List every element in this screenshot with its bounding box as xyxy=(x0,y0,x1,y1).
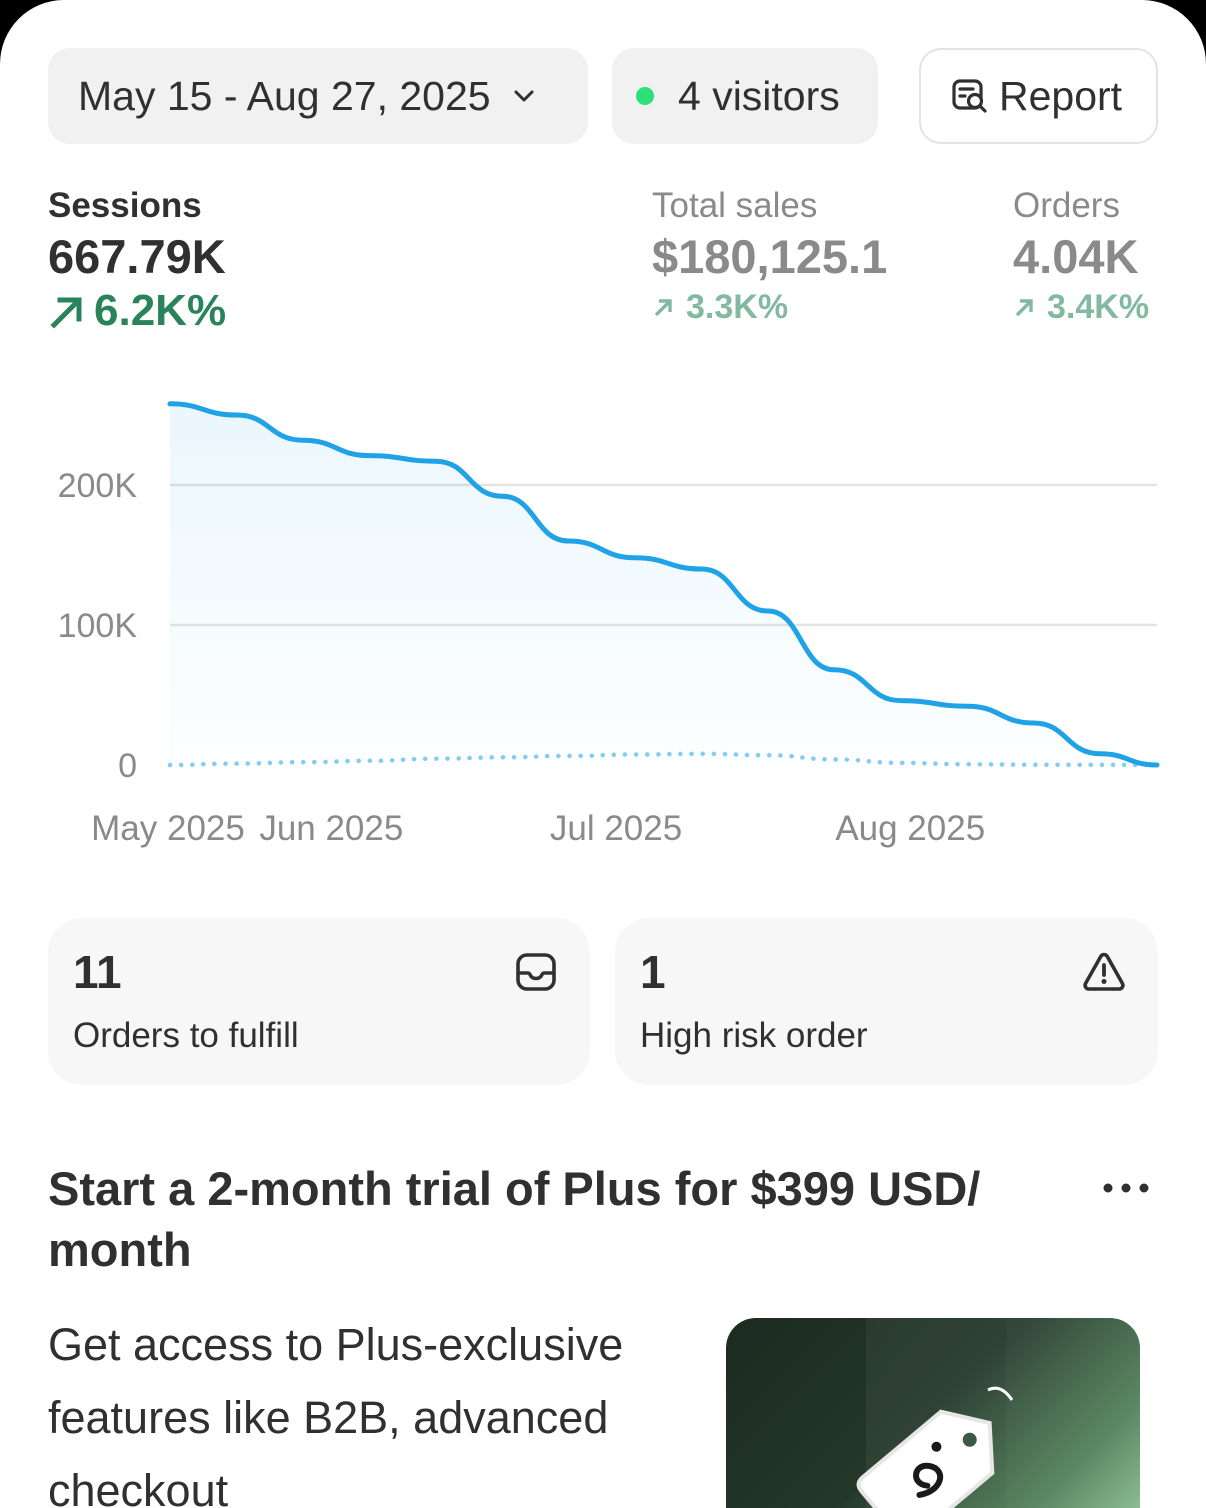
x-tick-label: Jul 2025 xyxy=(550,809,682,848)
more-options-icon[interactable] xyxy=(1096,1170,1156,1206)
metric-delta-value: 3.3K% xyxy=(686,288,789,326)
alert-triangle-icon xyxy=(1083,952,1125,991)
promo-title: Start a 2-month trial of Plus for $399 U… xyxy=(48,1162,981,1276)
metric-label: Total sales xyxy=(652,186,818,225)
metric-value: $180,125.1 xyxy=(652,230,888,283)
trend-up-icon xyxy=(50,297,82,329)
metric-value: 4.04K xyxy=(1013,230,1139,283)
orders-to-fulfill-card[interactable]: 11 Orders to fulfill xyxy=(48,918,590,1085)
report-label: Report xyxy=(999,72,1123,119)
visitors-count-label: 4 visitors xyxy=(678,72,840,119)
promo-image xyxy=(726,1318,1140,1508)
sessions-line xyxy=(167,401,1160,768)
report-button[interactable]: Report xyxy=(919,48,1158,144)
metric-label: Sessions xyxy=(48,186,202,225)
price-tag-icon xyxy=(856,1318,1140,1508)
promo-body: Get access to Plus-exclusive features li… xyxy=(48,1319,624,1508)
sessions-chart[interactable]: 0 100K 200K May 2025 Jun 2025 Jul 2025 Aug 202… xyxy=(0,370,1206,890)
card-count: 1 xyxy=(640,946,666,998)
y-tick-label: 100K xyxy=(58,607,138,645)
inbox-icon xyxy=(516,953,556,991)
y-tick-label: 200K xyxy=(58,467,138,505)
metric-delta: 3.3K% xyxy=(652,288,887,327)
live-status-dot xyxy=(636,87,654,105)
card-label: High risk order xyxy=(640,1016,868,1055)
trend-up-icon xyxy=(1015,298,1033,316)
metric-delta: 3.4K% xyxy=(1013,288,1149,327)
report-search-icon xyxy=(952,79,987,113)
y-tick-label: 0 xyxy=(118,747,137,785)
card-count: 11 xyxy=(73,946,122,998)
comparison-line xyxy=(167,751,1160,768)
chevron-down-icon xyxy=(514,90,534,102)
date-range-picker[interactable]: May 15 - Aug 27, 2025 xyxy=(48,48,588,144)
metric-delta-value: 3.4K% xyxy=(1047,288,1150,326)
x-tick-label: May 2025 xyxy=(91,809,245,848)
metric-delta: 6.2K% xyxy=(48,286,226,336)
card-label: Orders to fulfill xyxy=(73,1016,299,1055)
metric-total-sales[interactable]: Total sales $180,125.1 3.3K% xyxy=(652,186,887,327)
x-tick-label: Aug 2025 xyxy=(835,809,985,848)
metric-value: 667.79K xyxy=(48,230,226,283)
metric-delta-value: 6.2K% xyxy=(94,286,227,335)
date-range-label: May 15 - Aug 27, 2025 xyxy=(78,72,491,119)
metric-label: Orders xyxy=(1013,186,1120,225)
live-visitors-button[interactable]: 4 visitors xyxy=(612,48,878,144)
metric-sessions[interactable]: Sessions 667.79K 6.2K% xyxy=(48,186,226,336)
series-area xyxy=(170,403,1157,765)
metric-orders[interactable]: Orders 4.04K 3.4K% xyxy=(1013,186,1149,327)
trend-up-icon xyxy=(654,298,672,316)
x-tick-label: Jun 2025 xyxy=(259,809,403,848)
high-risk-order-card[interactable]: 1 High risk order xyxy=(615,918,1158,1085)
